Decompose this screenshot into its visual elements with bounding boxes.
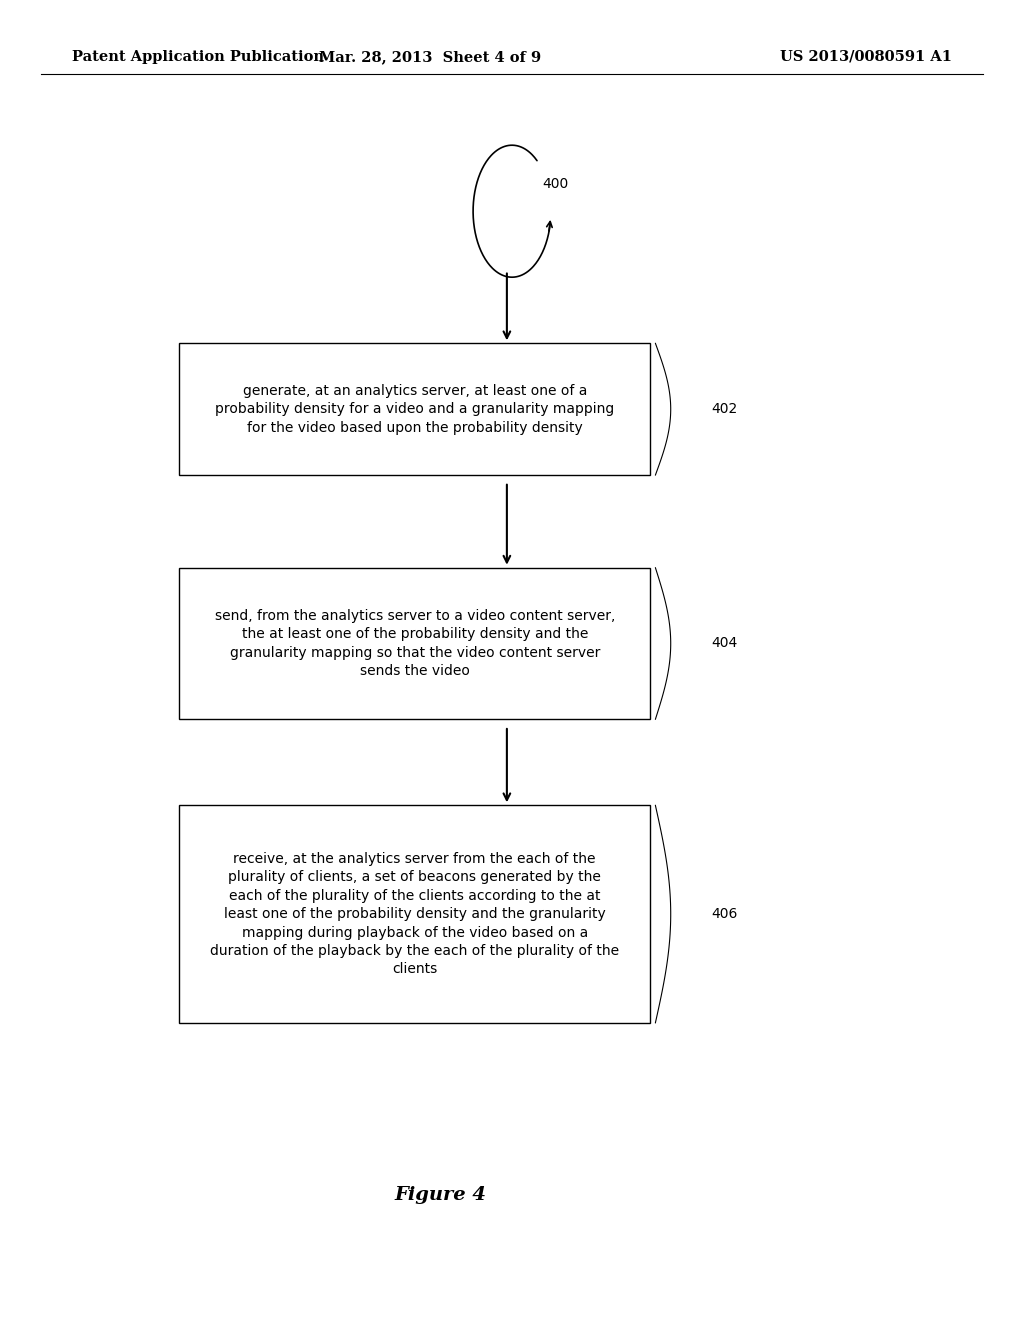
Text: 400: 400 <box>543 177 569 191</box>
Text: Patent Application Publication: Patent Application Publication <box>72 50 324 63</box>
Text: generate, at an analytics server, at least one of a
probability density for a vi: generate, at an analytics server, at lea… <box>215 384 614 434</box>
FancyBboxPatch shape <box>179 343 650 475</box>
Text: 402: 402 <box>712 403 738 416</box>
Text: 406: 406 <box>712 907 738 921</box>
FancyBboxPatch shape <box>179 568 650 719</box>
Text: Figure 4: Figure 4 <box>394 1185 486 1204</box>
Text: US 2013/0080591 A1: US 2013/0080591 A1 <box>780 50 952 63</box>
Text: 404: 404 <box>712 636 738 651</box>
Text: send, from the analytics server to a video content server,
the at least one of t: send, from the analytics server to a vid… <box>215 609 614 678</box>
Text: receive, at the analytics server from the each of the
plurality of clients, a se: receive, at the analytics server from th… <box>210 851 620 977</box>
Text: Mar. 28, 2013  Sheet 4 of 9: Mar. 28, 2013 Sheet 4 of 9 <box>319 50 541 63</box>
FancyBboxPatch shape <box>179 805 650 1023</box>
